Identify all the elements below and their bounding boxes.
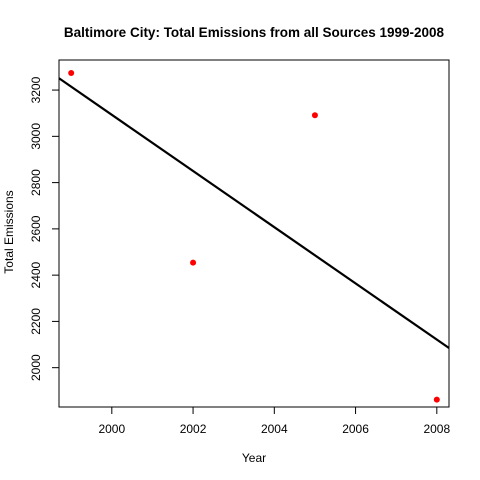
data-point [433,396,440,403]
data-point [311,112,318,119]
y-tick-label: 2000 [29,354,43,381]
y-axis-label: Total Emissions [2,190,16,273]
data-points [68,69,440,403]
y-axis: 2000 2200 2400 2600 2800 3000 3200 [29,76,59,381]
x-tick-label: 2006 [342,422,369,436]
y-tick-label: 3000 [29,123,43,150]
x-tick-label: 2000 [98,422,125,436]
x-tick-label: 2004 [261,422,288,436]
x-tick-label: 2008 [423,422,450,436]
chart-title: Baltimore City: Total Emissions from all… [64,25,445,40]
data-point [190,259,197,266]
y-tick-label: 2200 [29,308,43,335]
y-tick-label: 2800 [29,169,43,196]
x-axis-label: Year [242,451,266,465]
x-axis: 2000 2002 2004 2006 2008 [98,407,450,436]
data-point [68,69,75,76]
y-tick-label: 2400 [29,261,43,288]
trend-line-group [58,77,450,349]
trend-line [58,77,450,349]
y-tick-label: 2600 [29,215,43,242]
x-tick-label: 2002 [180,422,207,436]
plot-frame [58,59,450,408]
y-tick-label: 3200 [29,76,43,103]
